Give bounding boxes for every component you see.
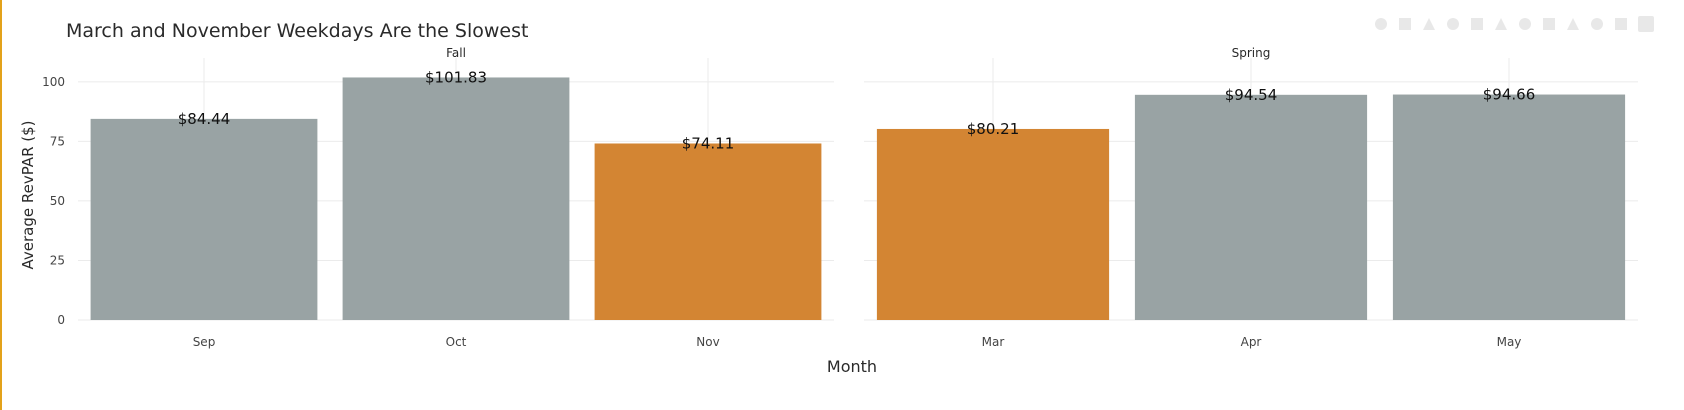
- plotly-logo-icon[interactable]: [1638, 16, 1654, 32]
- zoom-icon[interactable]: [1399, 18, 1411, 30]
- y-tick-label: 50: [50, 194, 65, 208]
- y-axis-title: Average RevPAR ($): [19, 120, 37, 269]
- bar-apr[interactable]: [1134, 94, 1368, 320]
- bar-nov[interactable]: [594, 143, 822, 320]
- chart-title: March and November Weekdays Are the Slow…: [66, 20, 528, 42]
- x-tick-label-sep: Sep: [193, 335, 216, 349]
- data-label-nov: $74.11: [682, 134, 735, 152]
- y-tick-label: 0: [57, 313, 65, 327]
- facet-label-spring: Spring: [1232, 46, 1271, 60]
- zoom-in-icon[interactable]: [1495, 18, 1507, 30]
- y-tick-label: 75: [50, 134, 65, 148]
- data-label-mar: $80.21: [967, 120, 1020, 138]
- y-tick-label: 100: [42, 75, 65, 89]
- data-label-sep: $84.44: [178, 110, 231, 128]
- bar-oct[interactable]: [342, 77, 570, 320]
- x-tick-label-apr: Apr: [1241, 335, 1262, 349]
- modebar-toolbar[interactable]: [1375, 16, 1654, 32]
- box-select-icon[interactable]: [1447, 18, 1459, 30]
- x-tick-label-oct: Oct: [446, 335, 467, 349]
- bar-mar[interactable]: [876, 128, 1110, 320]
- bar-may[interactable]: [1392, 94, 1626, 320]
- data-label-apr: $94.54: [1225, 86, 1278, 104]
- x-axis-title: Month: [827, 357, 877, 376]
- pan-icon[interactable]: [1423, 18, 1435, 30]
- reset-icon[interactable]: [1567, 18, 1579, 30]
- spike-icon[interactable]: [1591, 18, 1603, 30]
- lasso-icon[interactable]: [1471, 18, 1483, 30]
- bar-sep[interactable]: [90, 118, 318, 320]
- x-tick-label-mar: Mar: [982, 335, 1005, 349]
- y-tick-label: 25: [50, 253, 65, 267]
- data-label-oct: $101.83: [425, 68, 487, 86]
- compare-icon[interactable]: [1615, 18, 1627, 30]
- facet-label-fall: Fall: [446, 46, 466, 60]
- x-tick-label-may: May: [1497, 335, 1522, 349]
- camera-icon[interactable]: [1375, 18, 1387, 30]
- zoom-out-icon[interactable]: [1519, 18, 1531, 30]
- data-label-may: $94.66: [1483, 86, 1536, 104]
- autoscale-icon[interactable]: [1543, 18, 1555, 30]
- x-tick-label-nov: Nov: [696, 335, 719, 349]
